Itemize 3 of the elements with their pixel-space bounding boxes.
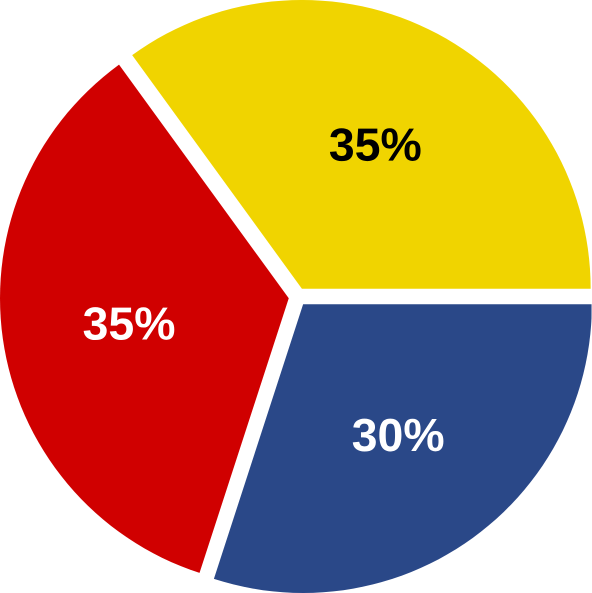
data-label: 35% [84,307,174,340]
data-label: 30% [352,418,444,452]
data-label: 35% [330,128,421,162]
